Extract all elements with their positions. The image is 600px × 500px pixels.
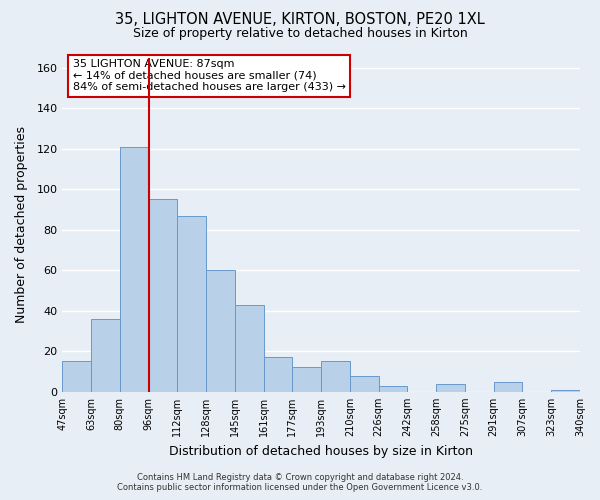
Text: Size of property relative to detached houses in Kirton: Size of property relative to detached ho…	[133, 28, 467, 40]
Bar	[120, 146, 149, 392]
Text: Contains HM Land Registry data © Crown copyright and database right 2024.
Contai: Contains HM Land Registry data © Crown c…	[118, 473, 482, 492]
Bar	[436, 384, 465, 392]
Bar	[350, 376, 379, 392]
Bar	[263, 358, 292, 392]
Text: 35, LIGHTON AVENUE, KIRTON, BOSTON, PE20 1XL: 35, LIGHTON AVENUE, KIRTON, BOSTON, PE20…	[115, 12, 485, 28]
Bar	[149, 200, 178, 392]
Bar	[494, 382, 523, 392]
Bar	[178, 216, 206, 392]
Bar	[62, 362, 91, 392]
Text: 35 LIGHTON AVENUE: 87sqm
← 14% of detached houses are smaller (74)
84% of semi-d: 35 LIGHTON AVENUE: 87sqm ← 14% of detach…	[73, 59, 346, 92]
Bar	[91, 319, 120, 392]
Bar	[551, 390, 580, 392]
Bar	[235, 304, 263, 392]
X-axis label: Distribution of detached houses by size in Kirton: Distribution of detached houses by size …	[169, 444, 473, 458]
Y-axis label: Number of detached properties: Number of detached properties	[15, 126, 28, 323]
Bar	[292, 368, 321, 392]
Bar	[206, 270, 235, 392]
Bar	[321, 362, 350, 392]
Bar	[379, 386, 407, 392]
